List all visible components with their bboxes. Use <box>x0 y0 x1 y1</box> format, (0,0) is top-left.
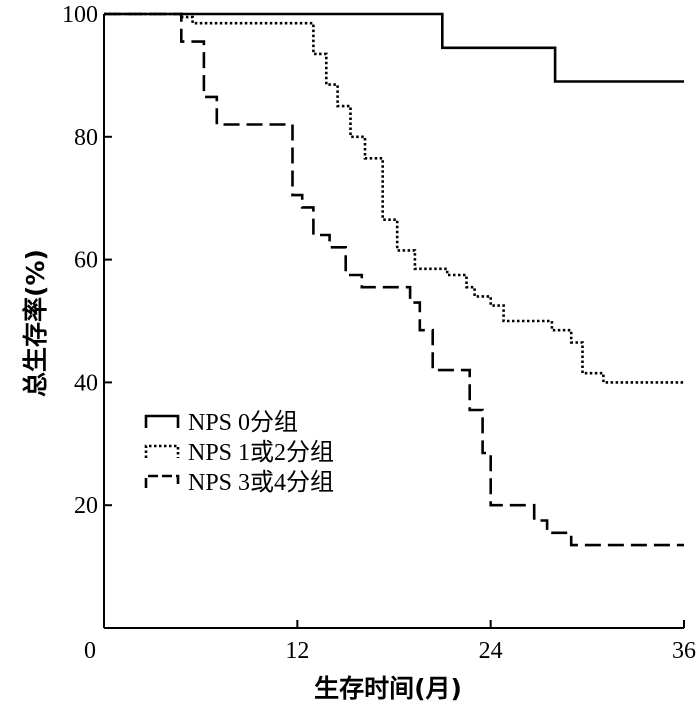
legend-swatch-0 <box>144 414 180 428</box>
y-tick-label: 60 <box>74 248 98 274</box>
y-tick-label: 20 <box>74 493 98 519</box>
x-tick-label: 0 <box>84 638 96 664</box>
y-tick-label: 80 <box>74 125 98 151</box>
axes: 20 40 60 80 100 0 12 24 36 <box>62 2 696 664</box>
y-tick-label: 40 <box>74 370 98 396</box>
x-tick-label: 24 <box>479 638 503 664</box>
series-line-2 <box>104 12 684 547</box>
x-axis-title: 生存时间(月) <box>314 674 462 703</box>
y-tick-label: 100 <box>62 2 98 28</box>
series-line-1 <box>104 12 684 384</box>
legend-label-0: NPS 0分组 <box>188 409 298 436</box>
legend-label-2: NPS 3或4分组 <box>188 469 334 496</box>
y-axis-title: 总生存率(%) <box>21 249 50 397</box>
series-line-0 <box>104 12 684 83</box>
legend: NPS 0分组 NPS 1或2分组 NPS 3或4分组 <box>144 409 334 496</box>
legend-swatch-1 <box>144 444 180 458</box>
x-tick-label: 12 <box>285 638 309 664</box>
series-lines <box>104 12 684 547</box>
legend-swatch-2 <box>144 474 180 488</box>
legend-label-1: NPS 1或2分组 <box>188 439 334 466</box>
x-tick-label: 36 <box>672 638 696 664</box>
